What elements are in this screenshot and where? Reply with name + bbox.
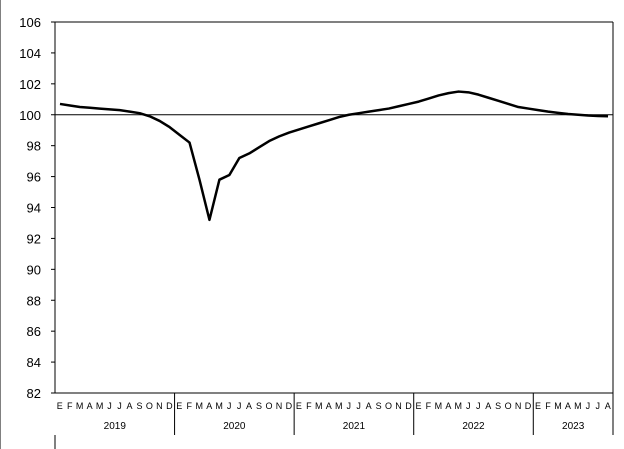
x-month-label: F — [426, 401, 432, 411]
x-month-label: O — [146, 401, 154, 411]
x-month-label: J — [237, 401, 242, 411]
x-month-label: D — [405, 401, 412, 411]
x-month-label: M — [215, 401, 223, 411]
x-month-label: D — [166, 401, 173, 411]
y-tick-label: 98 — [27, 139, 41, 154]
x-month-label: N — [276, 401, 283, 411]
x-month-label: S — [136, 401, 143, 411]
x-month-label: N — [156, 401, 163, 411]
x-month-label: F — [187, 401, 193, 411]
x-month-label: J — [117, 401, 122, 411]
x-year-label: 2023 — [562, 421, 585, 432]
x-month-label: A — [206, 401, 213, 411]
y-tick-label: 86 — [27, 324, 41, 339]
x-month-label: O — [265, 401, 273, 411]
x-month-label: E — [57, 401, 64, 411]
x-month-label: E — [535, 401, 542, 411]
x-month-label: F — [67, 401, 73, 411]
y-tick-label: 96 — [27, 170, 41, 185]
x-month-label: A — [87, 401, 94, 411]
x-month-label: F — [306, 401, 312, 411]
x-month-label: D — [286, 401, 293, 411]
x-month-label: J — [586, 401, 591, 411]
x-month-label: F — [545, 401, 551, 411]
x-month-label: M — [76, 401, 84, 411]
x-year-label: 2019 — [104, 421, 127, 432]
x-month-label: A — [366, 401, 373, 411]
x-month-label: A — [246, 401, 253, 411]
y-tick-label: 90 — [27, 262, 41, 277]
x-month-label: M — [195, 401, 203, 411]
y-tick-label: 92 — [27, 231, 41, 246]
x-month-label: J — [356, 401, 361, 411]
x-year-label: 2022 — [462, 421, 485, 432]
y-tick-label: 82 — [27, 386, 41, 401]
y-tick-label: 102 — [19, 77, 41, 92]
x-month-label: A — [326, 401, 333, 411]
x-year-label: 2020 — [223, 421, 246, 432]
x-month-label: O — [505, 401, 513, 411]
y-tick-label: 94 — [27, 201, 41, 216]
y-tick-label: 106 — [19, 15, 41, 30]
y-tick-label: 104 — [19, 46, 41, 61]
x-month-label: M — [315, 401, 323, 411]
x-month-label: J — [476, 401, 481, 411]
x-month-label: M — [96, 401, 104, 411]
x-month-label: J — [466, 401, 471, 411]
x-month-label: M — [574, 401, 582, 411]
y-axis: 82 84 86 88 90 92 94 96 98 100 102 104 106 — [19, 15, 55, 401]
x-month-label: S — [256, 401, 263, 411]
x-month-label: A — [605, 401, 612, 411]
x-month-label: E — [415, 401, 422, 411]
x-month-label: M — [435, 401, 443, 411]
x-month-label: A — [565, 401, 572, 411]
x-month-label: N — [515, 401, 522, 411]
y-tick-label: 84 — [27, 355, 41, 370]
x-year-label: 2021 — [343, 421, 366, 432]
x-month-label: E — [176, 401, 183, 411]
x-month-label: S — [495, 401, 502, 411]
x-month-label: A — [485, 401, 492, 411]
x-month-label: M — [335, 401, 343, 411]
x-month-label: J — [227, 401, 232, 411]
x-month-label: M — [455, 401, 463, 411]
x-month-label: J — [596, 401, 601, 411]
x-month-label: A — [126, 401, 133, 411]
x-month-label: D — [525, 401, 532, 411]
x-month-label: O — [385, 401, 393, 411]
y-tick-label: 100 — [19, 108, 41, 123]
x-month-label: S — [376, 401, 383, 411]
y-tick-label: 88 — [27, 293, 41, 308]
x-month-label: E — [296, 401, 303, 411]
x-month-label: J — [346, 401, 351, 411]
series-line — [59, 90, 609, 222]
x-month-label: M — [554, 401, 562, 411]
x-month-label: A — [445, 401, 452, 411]
x-month-label: J — [107, 401, 112, 411]
x-month-label: N — [395, 401, 402, 411]
